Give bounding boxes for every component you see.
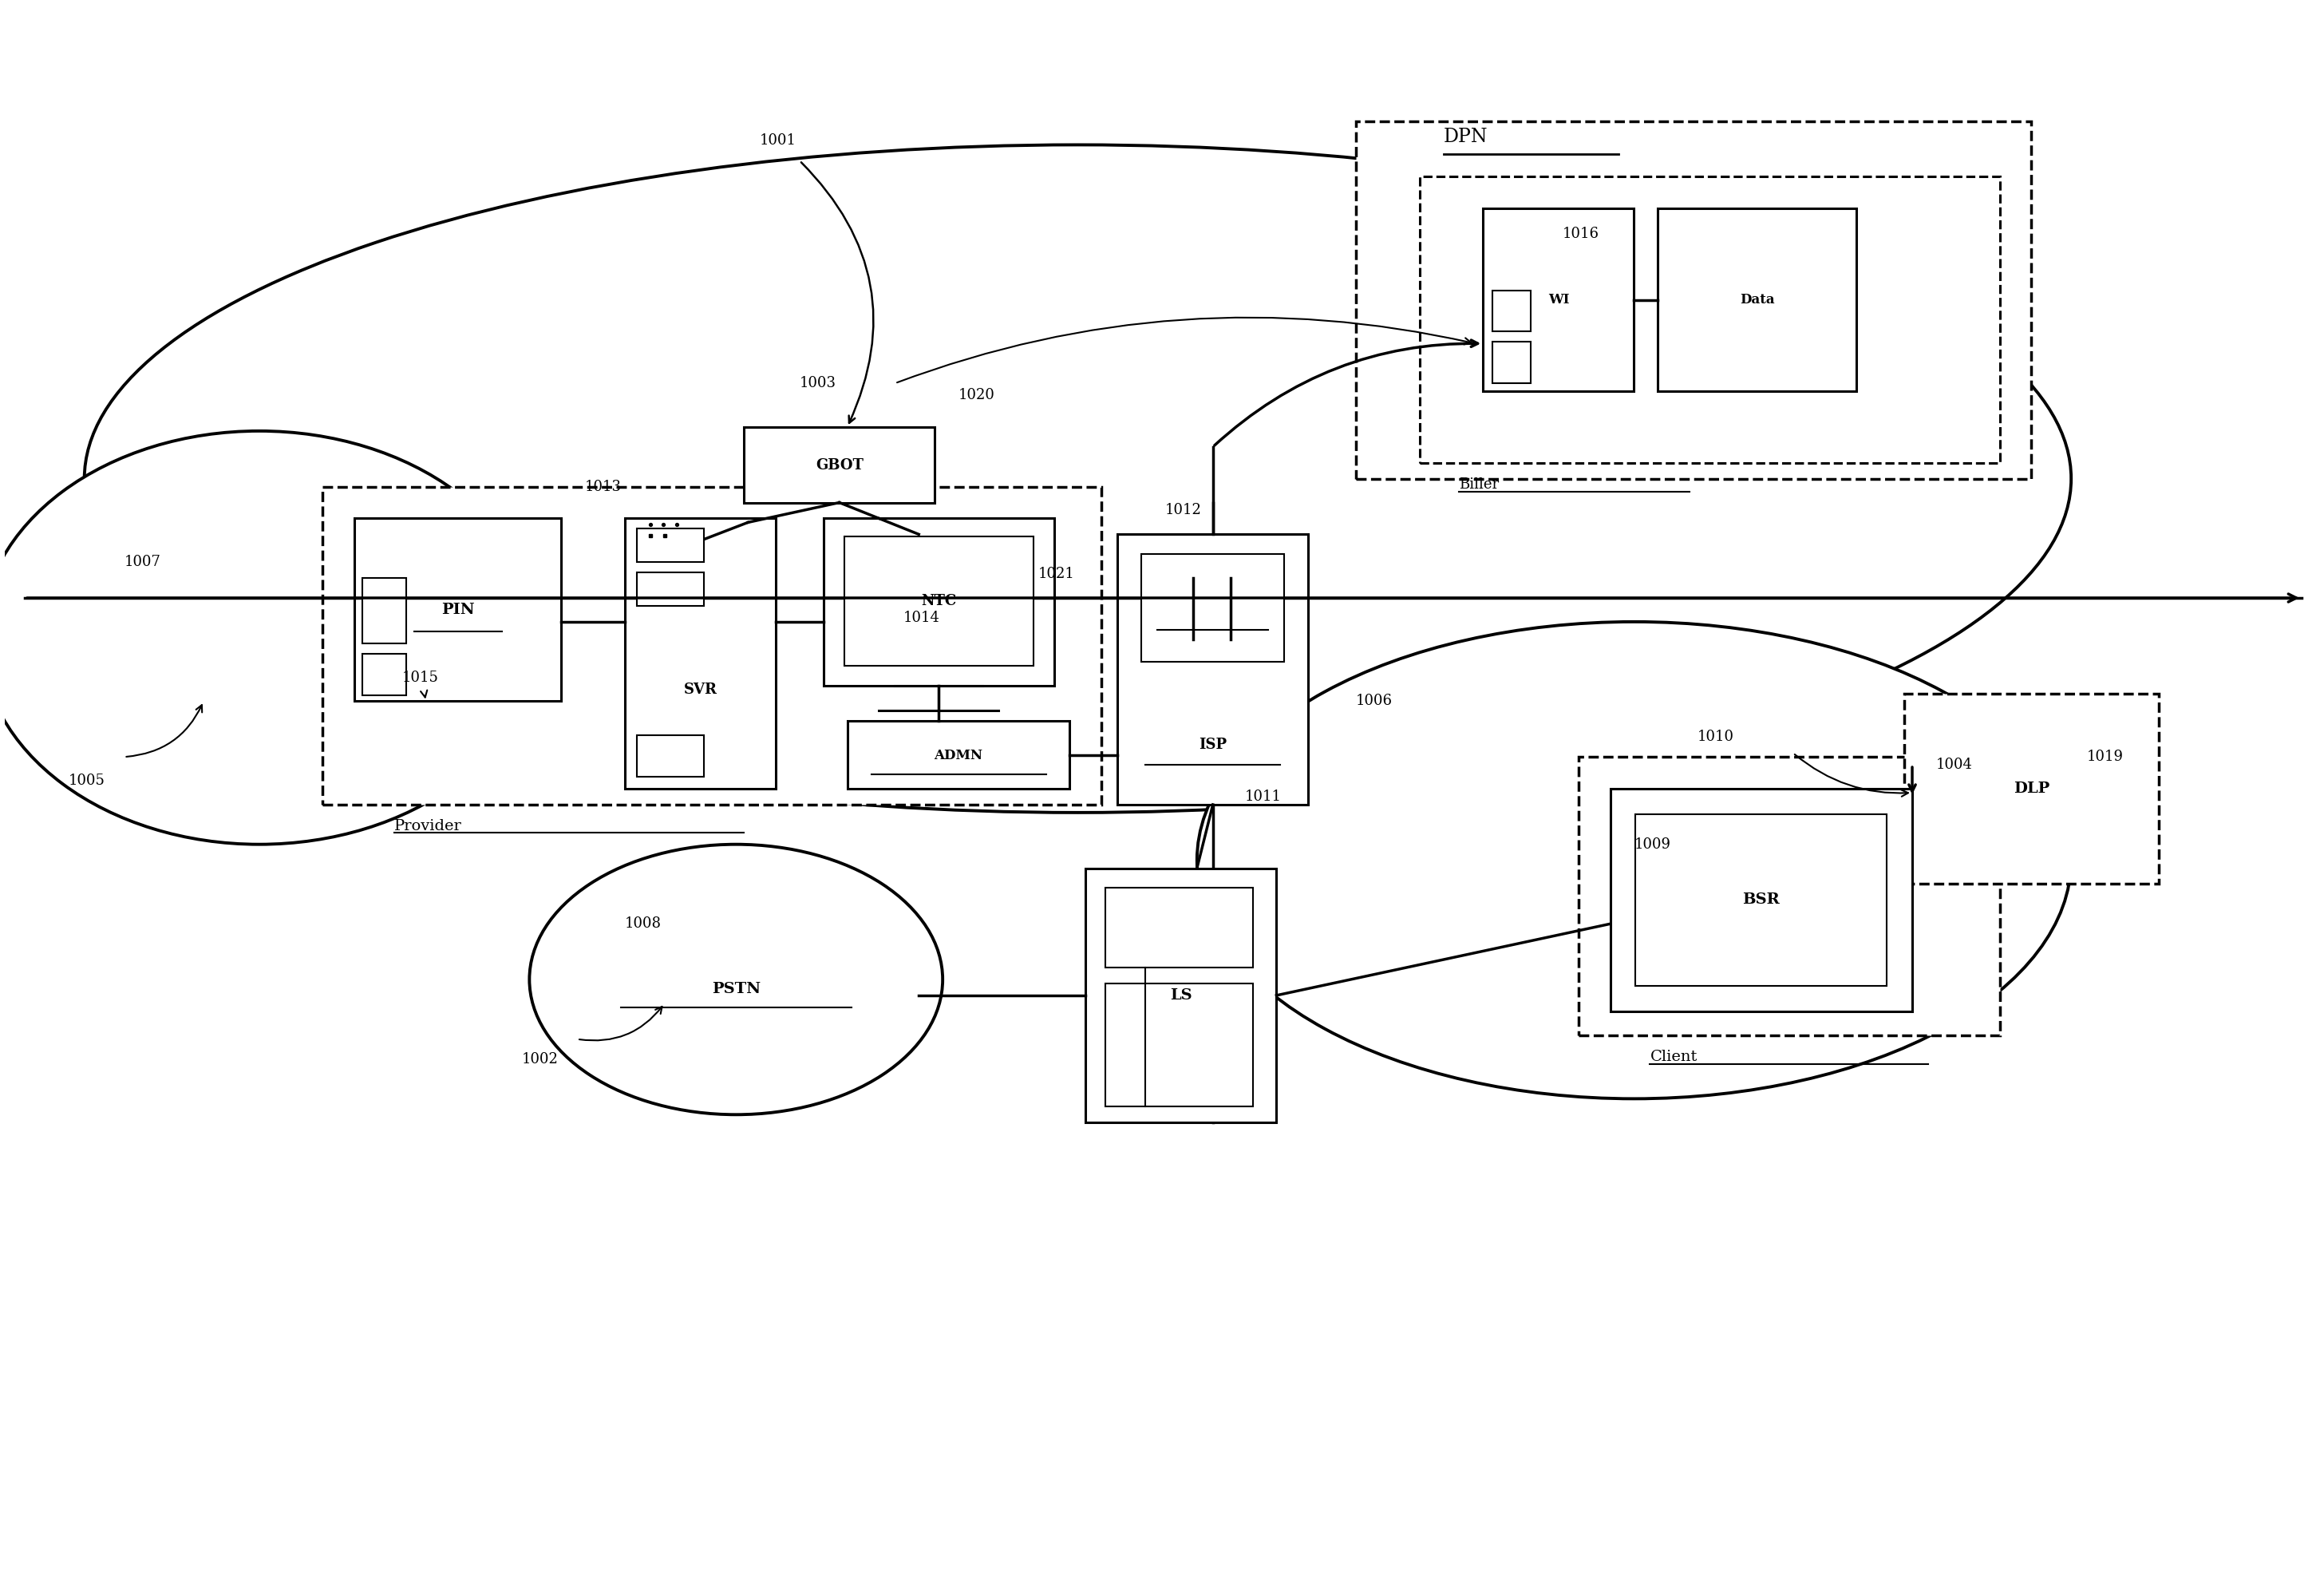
Bar	[323, 486, 1102, 805]
Text: 1016: 1016	[1562, 227, 1599, 242]
Text: 1001: 1001	[760, 134, 797, 148]
Text: DPN: DPN	[1443, 128, 1487, 145]
Text: 1006: 1006	[1355, 695, 1392, 709]
Text: 1009: 1009	[1634, 837, 1671, 851]
Text: 1020: 1020	[957, 388, 995, 403]
Text: SVR: SVR	[683, 682, 718, 696]
Text: 1015: 1015	[402, 669, 439, 685]
Text: Data: Data	[1741, 294, 1776, 306]
Text: LS: LS	[1169, 988, 1192, 1003]
Text: 1010: 1010	[1697, 729, 1734, 744]
Bar	[1118, 534, 1308, 805]
Bar	[1657, 208, 1857, 392]
Text: BSR: BSR	[1743, 892, 1780, 908]
Bar	[1492, 291, 1532, 332]
Text: ADMN: ADMN	[934, 748, 983, 763]
Text: 1004: 1004	[1936, 758, 1973, 772]
Text: NTC: NTC	[920, 594, 957, 608]
Ellipse shape	[1197, 622, 2071, 1099]
Bar	[848, 722, 1069, 788]
Bar	[637, 736, 704, 777]
Bar	[363, 654, 407, 695]
Bar	[637, 573, 704, 606]
Text: 1003: 1003	[799, 376, 837, 390]
Bar	[1578, 756, 1999, 1036]
Bar	[363, 578, 407, 643]
Bar	[823, 518, 1053, 685]
Text: 1014: 1014	[904, 611, 939, 625]
Text: Biller: Biller	[1459, 477, 1499, 491]
Text: Client: Client	[1650, 1050, 1697, 1064]
Text: 1005: 1005	[67, 774, 105, 788]
Ellipse shape	[84, 145, 2071, 813]
Text: PSTN: PSTN	[711, 982, 760, 996]
Ellipse shape	[0, 431, 537, 845]
Text: 1021: 1021	[1039, 567, 1074, 581]
Bar	[356, 518, 560, 701]
Text: 1011: 1011	[1246, 790, 1281, 804]
Bar	[625, 518, 776, 788]
Bar	[1483, 208, 1634, 392]
Bar	[1106, 887, 1253, 968]
Bar	[1355, 122, 2031, 478]
Bar	[1420, 177, 1999, 463]
Text: 1019: 1019	[2087, 750, 2124, 764]
Bar	[1903, 693, 2159, 884]
Bar	[1492, 343, 1532, 384]
Text: WI: WI	[1548, 294, 1569, 306]
Text: 1002: 1002	[521, 1052, 558, 1066]
Text: PIN: PIN	[442, 603, 474, 617]
Text: DLP: DLP	[2013, 782, 2050, 796]
Bar	[744, 426, 934, 502]
Text: 1013: 1013	[586, 480, 623, 494]
Bar	[1141, 554, 1285, 662]
Bar	[637, 529, 704, 562]
Text: 1012: 1012	[1164, 504, 1202, 518]
Text: ISP: ISP	[1199, 737, 1227, 752]
Ellipse shape	[530, 845, 944, 1115]
Text: Provider: Provider	[395, 820, 462, 834]
Text: GBOT: GBOT	[816, 458, 862, 472]
Text: 1007: 1007	[123, 554, 160, 570]
Bar	[1085, 868, 1276, 1123]
Bar	[1611, 788, 1913, 1011]
Bar	[1636, 815, 1887, 985]
Bar	[844, 537, 1034, 665]
Text: 1008: 1008	[625, 917, 662, 932]
Bar	[1106, 984, 1253, 1107]
